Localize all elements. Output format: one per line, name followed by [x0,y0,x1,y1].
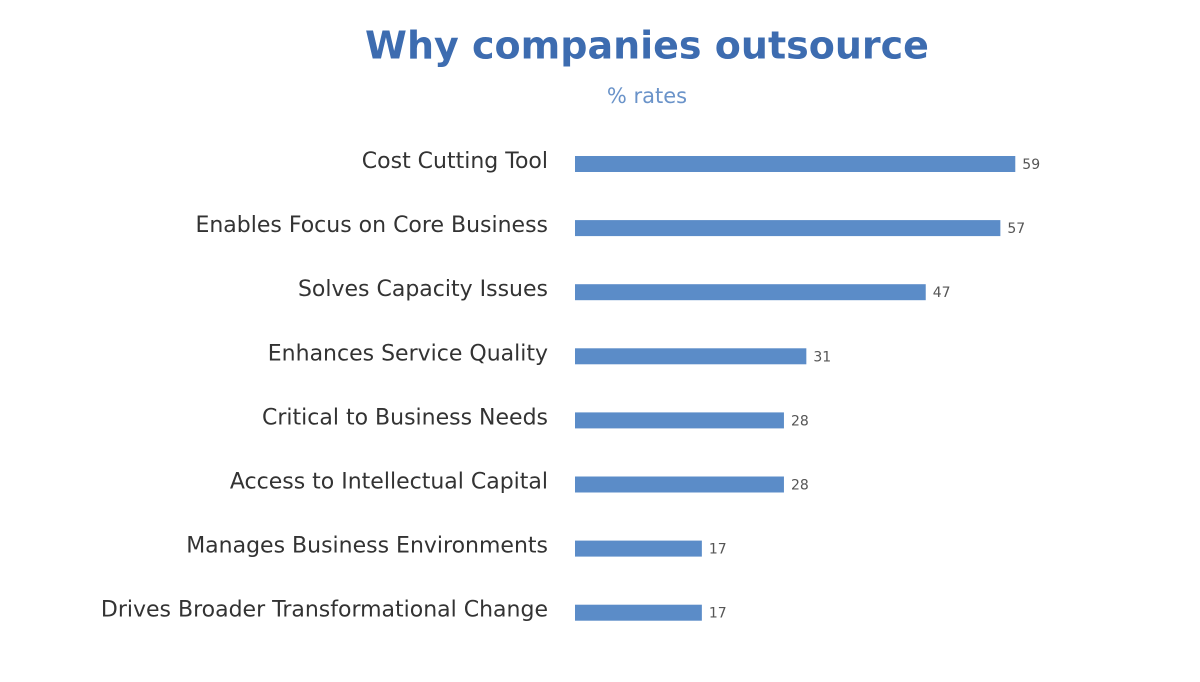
bar [575,284,926,301]
category-label: Enhances Service Quality [268,341,548,366]
category-label: Manages Business Environments [186,534,548,559]
value-label: 28 [791,478,809,494]
bar [575,412,784,429]
value-label: 59 [1022,157,1040,173]
chart-title: Why companies outsource [365,24,929,68]
category-label: Solves Capacity Issues [298,277,548,302]
bar [575,604,702,621]
bar [575,220,1001,237]
value-label: 31 [813,349,831,365]
category-label: Enables Focus on Core Business [195,213,548,238]
bar [575,540,702,557]
category-label: Critical to Business Needs [262,405,548,430]
value-label: 57 [1007,221,1025,237]
chart-subtitle: % rates [607,84,687,108]
value-label: 47 [933,285,951,301]
bar [575,156,1016,172]
value-label: 28 [791,413,809,429]
category-label: Cost Cutting Tool [362,149,548,174]
category-label: Access to Intellectual Capital [230,470,548,495]
bar [575,348,807,365]
bar [575,476,784,493]
category-label: Drives Broader Transformational Change [101,598,548,623]
value-label: 17 [709,542,727,558]
value-label: 17 [709,606,727,622]
